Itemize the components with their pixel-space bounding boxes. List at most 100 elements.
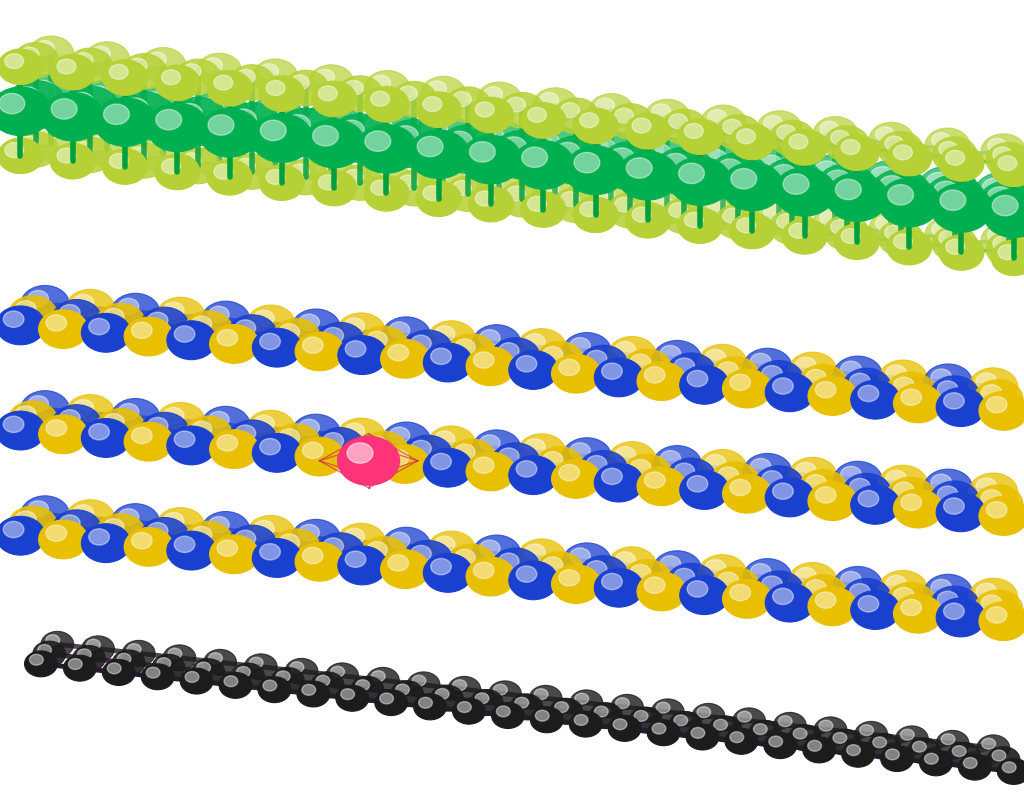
Circle shape: [876, 127, 895, 142]
Circle shape: [5, 142, 24, 158]
Circle shape: [824, 125, 869, 161]
Circle shape: [718, 572, 738, 588]
Circle shape: [808, 481, 857, 520]
Circle shape: [118, 404, 139, 420]
Circle shape: [279, 534, 300, 550]
Circle shape: [5, 53, 24, 69]
Circle shape: [824, 214, 869, 250]
Circle shape: [958, 754, 991, 780]
Circle shape: [271, 667, 304, 693]
Circle shape: [507, 186, 525, 201]
Circle shape: [988, 138, 1007, 154]
Circle shape: [236, 530, 256, 546]
Circle shape: [359, 536, 409, 575]
Circle shape: [850, 478, 870, 495]
Circle shape: [302, 337, 324, 354]
Circle shape: [69, 659, 82, 670]
Circle shape: [509, 350, 558, 389]
Circle shape: [227, 315, 276, 354]
Circle shape: [345, 551, 366, 567]
Circle shape: [893, 587, 914, 604]
Circle shape: [20, 496, 70, 535]
Circle shape: [271, 319, 321, 358]
Circle shape: [749, 149, 810, 197]
Circle shape: [788, 725, 821, 751]
Circle shape: [565, 146, 627, 195]
Circle shape: [339, 121, 365, 141]
Circle shape: [535, 552, 584, 591]
Circle shape: [66, 500, 115, 539]
Circle shape: [589, 94, 634, 129]
Circle shape: [602, 574, 623, 590]
Circle shape: [997, 759, 1024, 785]
Circle shape: [414, 694, 446, 720]
Circle shape: [559, 359, 580, 375]
Circle shape: [835, 135, 880, 171]
Circle shape: [869, 211, 914, 247]
Circle shape: [50, 143, 95, 179]
Circle shape: [263, 680, 276, 691]
Circle shape: [140, 518, 189, 557]
Circle shape: [163, 513, 184, 529]
Circle shape: [651, 104, 671, 119]
Circle shape: [769, 736, 782, 747]
Circle shape: [783, 174, 809, 194]
Circle shape: [5, 81, 67, 129]
Circle shape: [492, 702, 524, 728]
Circle shape: [674, 568, 694, 585]
Circle shape: [3, 416, 24, 433]
Circle shape: [74, 53, 93, 68]
Circle shape: [667, 458, 716, 497]
Circle shape: [644, 366, 665, 383]
Circle shape: [614, 197, 634, 212]
Circle shape: [103, 519, 124, 535]
Circle shape: [209, 516, 229, 533]
Circle shape: [367, 667, 399, 693]
Circle shape: [894, 595, 943, 633]
Circle shape: [879, 176, 905, 196]
Circle shape: [513, 141, 574, 189]
Circle shape: [86, 86, 112, 107]
Circle shape: [825, 170, 851, 190]
Circle shape: [626, 113, 671, 149]
Circle shape: [522, 147, 548, 167]
Circle shape: [490, 337, 541, 376]
Circle shape: [209, 306, 229, 323]
Circle shape: [318, 175, 337, 190]
Circle shape: [167, 97, 228, 146]
Circle shape: [830, 130, 850, 146]
Circle shape: [799, 364, 848, 403]
Circle shape: [78, 649, 91, 660]
Circle shape: [573, 108, 618, 144]
Circle shape: [174, 431, 195, 447]
Circle shape: [290, 75, 309, 90]
Circle shape: [893, 482, 914, 498]
Circle shape: [893, 145, 912, 160]
Circle shape: [231, 663, 264, 689]
Circle shape: [517, 539, 566, 578]
Circle shape: [524, 126, 586, 175]
Circle shape: [356, 108, 418, 157]
Circle shape: [246, 515, 295, 554]
Circle shape: [285, 115, 310, 135]
Circle shape: [162, 159, 180, 174]
Circle shape: [684, 124, 703, 138]
Circle shape: [411, 335, 431, 351]
Circle shape: [59, 515, 80, 532]
Circle shape: [381, 445, 430, 484]
Circle shape: [345, 341, 366, 357]
Circle shape: [560, 103, 580, 117]
Circle shape: [284, 159, 329, 195]
Circle shape: [331, 667, 344, 677]
Circle shape: [345, 446, 366, 462]
Circle shape: [630, 354, 650, 371]
Circle shape: [730, 125, 775, 160]
Circle shape: [81, 313, 130, 352]
Circle shape: [279, 429, 300, 445]
Circle shape: [372, 671, 385, 682]
Circle shape: [669, 203, 687, 218]
Circle shape: [991, 151, 1024, 187]
Circle shape: [762, 159, 823, 207]
Circle shape: [646, 144, 672, 164]
Circle shape: [309, 154, 354, 189]
